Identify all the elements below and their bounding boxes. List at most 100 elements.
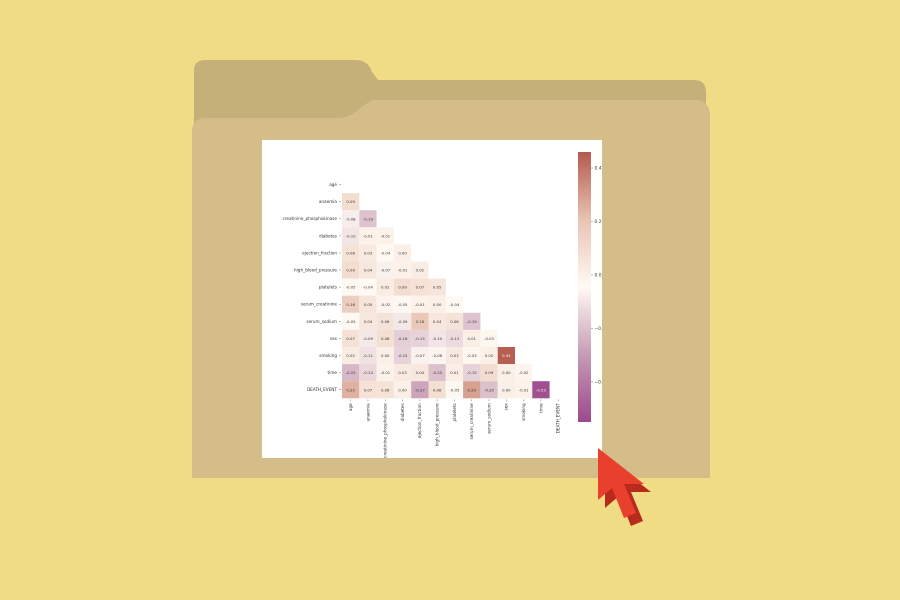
cell-value-label: 0.00 [502,370,511,375]
cell-value-label: -0.15 [398,353,408,358]
heatmap-cell [342,295,360,313]
cell-value-label: 0.09 [346,199,355,204]
cell-value-label: -0.02 [519,370,529,375]
cell-value-label: -0.01 [363,233,373,238]
cell-value-label: -0.20 [432,370,442,375]
cell-value-label: -0.19 [467,319,477,324]
cell-value-label: -0.10 [346,233,356,238]
cell-value-label: 0.03 [364,250,373,255]
x-tick-label: time [538,403,543,413]
cell-value-label: 0.45 [502,353,511,358]
x-tick-label: ejection_fraction [417,403,422,438]
cell-value-label: -0.05 [398,302,408,307]
heatmap-cell [376,329,394,347]
x-tick-label: high_blood_pressure [435,403,440,446]
cell-value-label: 0.06 [346,250,355,255]
cell-value-label: -0.10 [432,336,442,341]
y-tick-label: age [329,182,337,187]
heatmap-cell [497,347,515,365]
heatmap-cell [376,278,394,296]
heatmap-cell [515,364,533,382]
heatmap-cell [342,347,360,365]
heatmap-cell [342,193,360,211]
heatmap-cell [411,329,429,347]
cell-value-label: -0.01 [398,268,408,273]
heatmap-cell [342,381,360,399]
heatmap-cell [411,261,429,279]
cell-value-label: 0.25 [346,387,355,392]
heatmap-cell [342,329,360,347]
y-tick-label: high_blood_pressure [294,267,337,272]
heatmap-cell [480,329,498,347]
heatmap-cell [428,347,446,365]
cell-value-label: -0.02 [380,302,390,307]
x-tick-label: DEATH_EVENT [556,403,561,433]
heatmap-cell [480,381,498,399]
heatmap-cell [480,347,498,365]
heatmap-cell [463,381,481,399]
heatmap-cell [359,210,377,228]
cell-value-label: -0.05 [450,387,460,392]
cell-value-label: -0.04 [450,302,460,307]
heatmap-cell [411,278,429,296]
heatmap-cell [480,364,498,382]
cell-value-label: 0.00 [502,387,511,392]
x-tick-label: age [348,403,353,411]
heatmap-cell [393,312,412,330]
cell-value-label: 0.05 [364,302,373,307]
cell-value-label: 0.09 [485,370,494,375]
heatmap-cell [411,312,429,330]
colorbar [578,152,591,422]
cell-value-label: 0.06 [381,387,390,392]
cell-value-label: 0.04 [416,370,425,375]
heatmap-cell [393,329,412,347]
cell-value-label: 0.04 [433,319,442,324]
x-tick-label: creatinine_phosphokinase [383,403,388,458]
cell-value-label: -0.16 [398,336,408,341]
x-tick-label: smoking [521,403,526,421]
heatmap-cell [411,295,429,313]
cell-value-label: -0.15 [467,370,477,375]
heatmap-cell [428,364,446,382]
heatmap-cell [376,347,394,365]
cell-value-label: 0.07 [364,387,373,392]
heatmap-cell [428,278,446,296]
cell-value-label: 0.07 [346,336,355,341]
colorbar-tick-label: 0.0 [595,272,602,278]
y-tick-label: serum_sodium [306,319,337,324]
cell-value-label: -0.03 [467,353,477,358]
mouse-pointer-icon [598,448,651,526]
heatmap-cell [359,244,377,262]
heatmap-cell [376,364,394,382]
cell-value-label: -0.01 [380,233,390,238]
cell-value-label: 0.00 [485,353,494,358]
heatmap-cell [376,244,394,262]
cell-value-label: -0.08 [346,216,356,221]
y-tick-label: smoking [319,353,337,358]
heatmap-cell [428,312,446,330]
cell-value-label: 0.03 [398,370,407,375]
colorbar-tick-label: 0.4 [595,166,602,172]
heatmap-cell [342,364,360,382]
cell-value-label: 0.05 [433,285,442,290]
heatmap-cell [428,381,446,399]
heatmap-cell [393,295,412,313]
cell-value-label: -0.07 [415,353,425,358]
cell-value-label: -0.06 [432,353,442,358]
cell-value-label: -0.20 [484,387,494,392]
cell-value-label: 0.18 [416,319,425,324]
cell-value-label: 0.04 [364,319,373,324]
heatmap-cell [532,381,550,399]
heatmap-cell [342,244,360,262]
heatmap-cell [376,381,394,399]
y-tick-label: creatinine_phosphokinase [282,216,337,221]
heatmap-cell [445,347,464,365]
heatmap-cell [445,312,464,330]
y-tick-label: DEATH_EVENT [307,387,337,392]
cell-value-label: 0.02 [381,285,390,290]
cell-value-label: 0.04 [364,268,373,273]
cell-value-label: 0.00 [398,250,407,255]
x-tick-label: diabetes [400,403,405,421]
cell-value-label: 0.06 [450,319,459,324]
cell-value-label: -0.01 [415,302,425,307]
